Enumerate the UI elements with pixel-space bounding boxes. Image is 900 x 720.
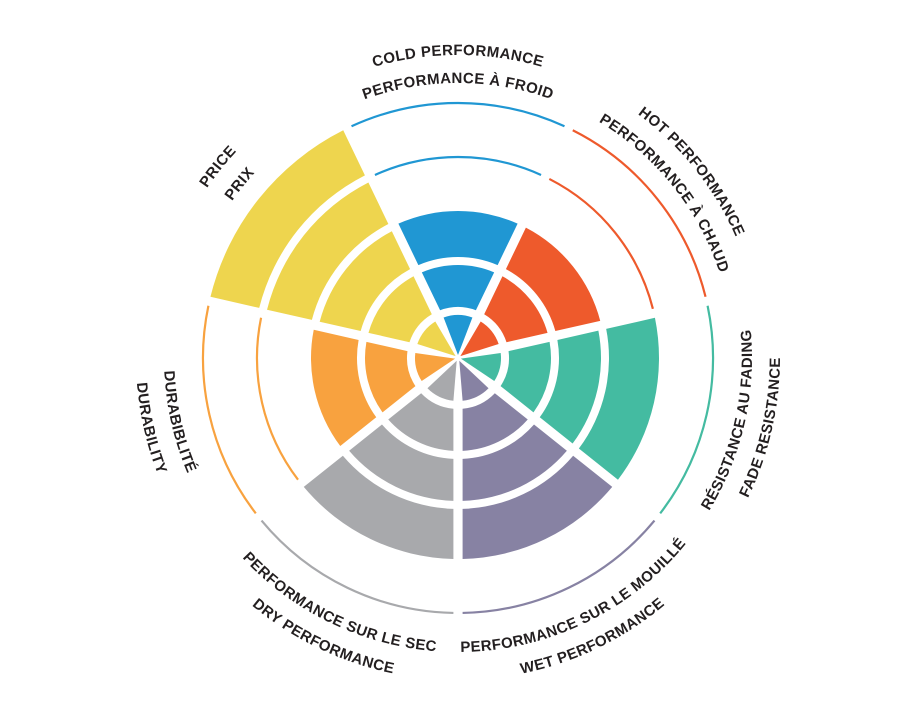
ring-segment-fade-resistance-1 bbox=[460, 352, 501, 382]
ring-segment-durability-3 bbox=[310, 329, 377, 447]
unfilled-ring-outline-durability-4 bbox=[255, 317, 299, 481]
ring-segment-price-4 bbox=[267, 182, 389, 320]
ring-segment-durability-2 bbox=[365, 341, 416, 413]
ring-segment-hot-performance-3 bbox=[505, 227, 601, 332]
ring-segment-dry-performance-2 bbox=[388, 393, 454, 451]
ring-segment-fade-resistance-2 bbox=[500, 341, 551, 413]
ring-segment-hot-performance-1 bbox=[460, 321, 499, 357]
ring-segment-price-5 bbox=[210, 130, 365, 308]
unfilled-ring-outline-hot-performance-4 bbox=[548, 177, 654, 310]
label-en-cold-performance: COLD PERFORMANCE bbox=[370, 42, 545, 71]
label-fr-dry-performance: PERFORMANCE SUR LE SEC bbox=[239, 549, 437, 655]
label-fr-cold-performance: PERFORMANCE À FROID bbox=[360, 70, 556, 103]
unfilled-ring-outline-dry-performance-5 bbox=[260, 519, 454, 615]
ring-segment-wet-performance-3 bbox=[462, 424, 567, 501]
ring-segment-dry-performance-1 bbox=[427, 360, 457, 401]
unfilled-ring-outline-cold-performance-4 bbox=[374, 155, 542, 176]
unfilled-ring-outline-durability-5 bbox=[201, 305, 257, 515]
ring-segment-price-1 bbox=[417, 321, 456, 357]
label-fr-durability: DURABIBLITÉ bbox=[160, 370, 200, 475]
ring-segment-cold-performance-3 bbox=[398, 211, 518, 266]
ring-segment-dry-performance-4 bbox=[303, 455, 454, 559]
ring-segment-hot-performance-2 bbox=[484, 276, 548, 343]
ring-segment-price-2 bbox=[368, 276, 432, 343]
unfilled-ring-outline-fade-resistance-5 bbox=[659, 305, 715, 515]
unfilled-ring-outline-cold-performance-5 bbox=[351, 101, 565, 128]
ring-segment-fade-resistance-4 bbox=[578, 317, 659, 480]
ring-segment-price-3 bbox=[319, 231, 411, 332]
ring-segment-wet-performance-4 bbox=[462, 455, 613, 559]
ring-segment-wet-performance-1 bbox=[459, 360, 489, 401]
ring-segment-cold-performance-1 bbox=[443, 314, 473, 355]
ring-segment-fade-resistance-3 bbox=[539, 330, 602, 444]
ring-segment-dry-performance-3 bbox=[349, 424, 454, 501]
label-fr-price: PRIX bbox=[222, 164, 258, 203]
unfilled-ring-outline-hot-performance-5 bbox=[572, 129, 707, 298]
ring-segment-durability-1 bbox=[415, 352, 456, 382]
unfilled-ring-outline-wet-performance-5 bbox=[462, 519, 656, 615]
ring-segment-wet-performance-2 bbox=[462, 393, 528, 451]
ring-segment-cold-performance-2 bbox=[421, 265, 495, 311]
